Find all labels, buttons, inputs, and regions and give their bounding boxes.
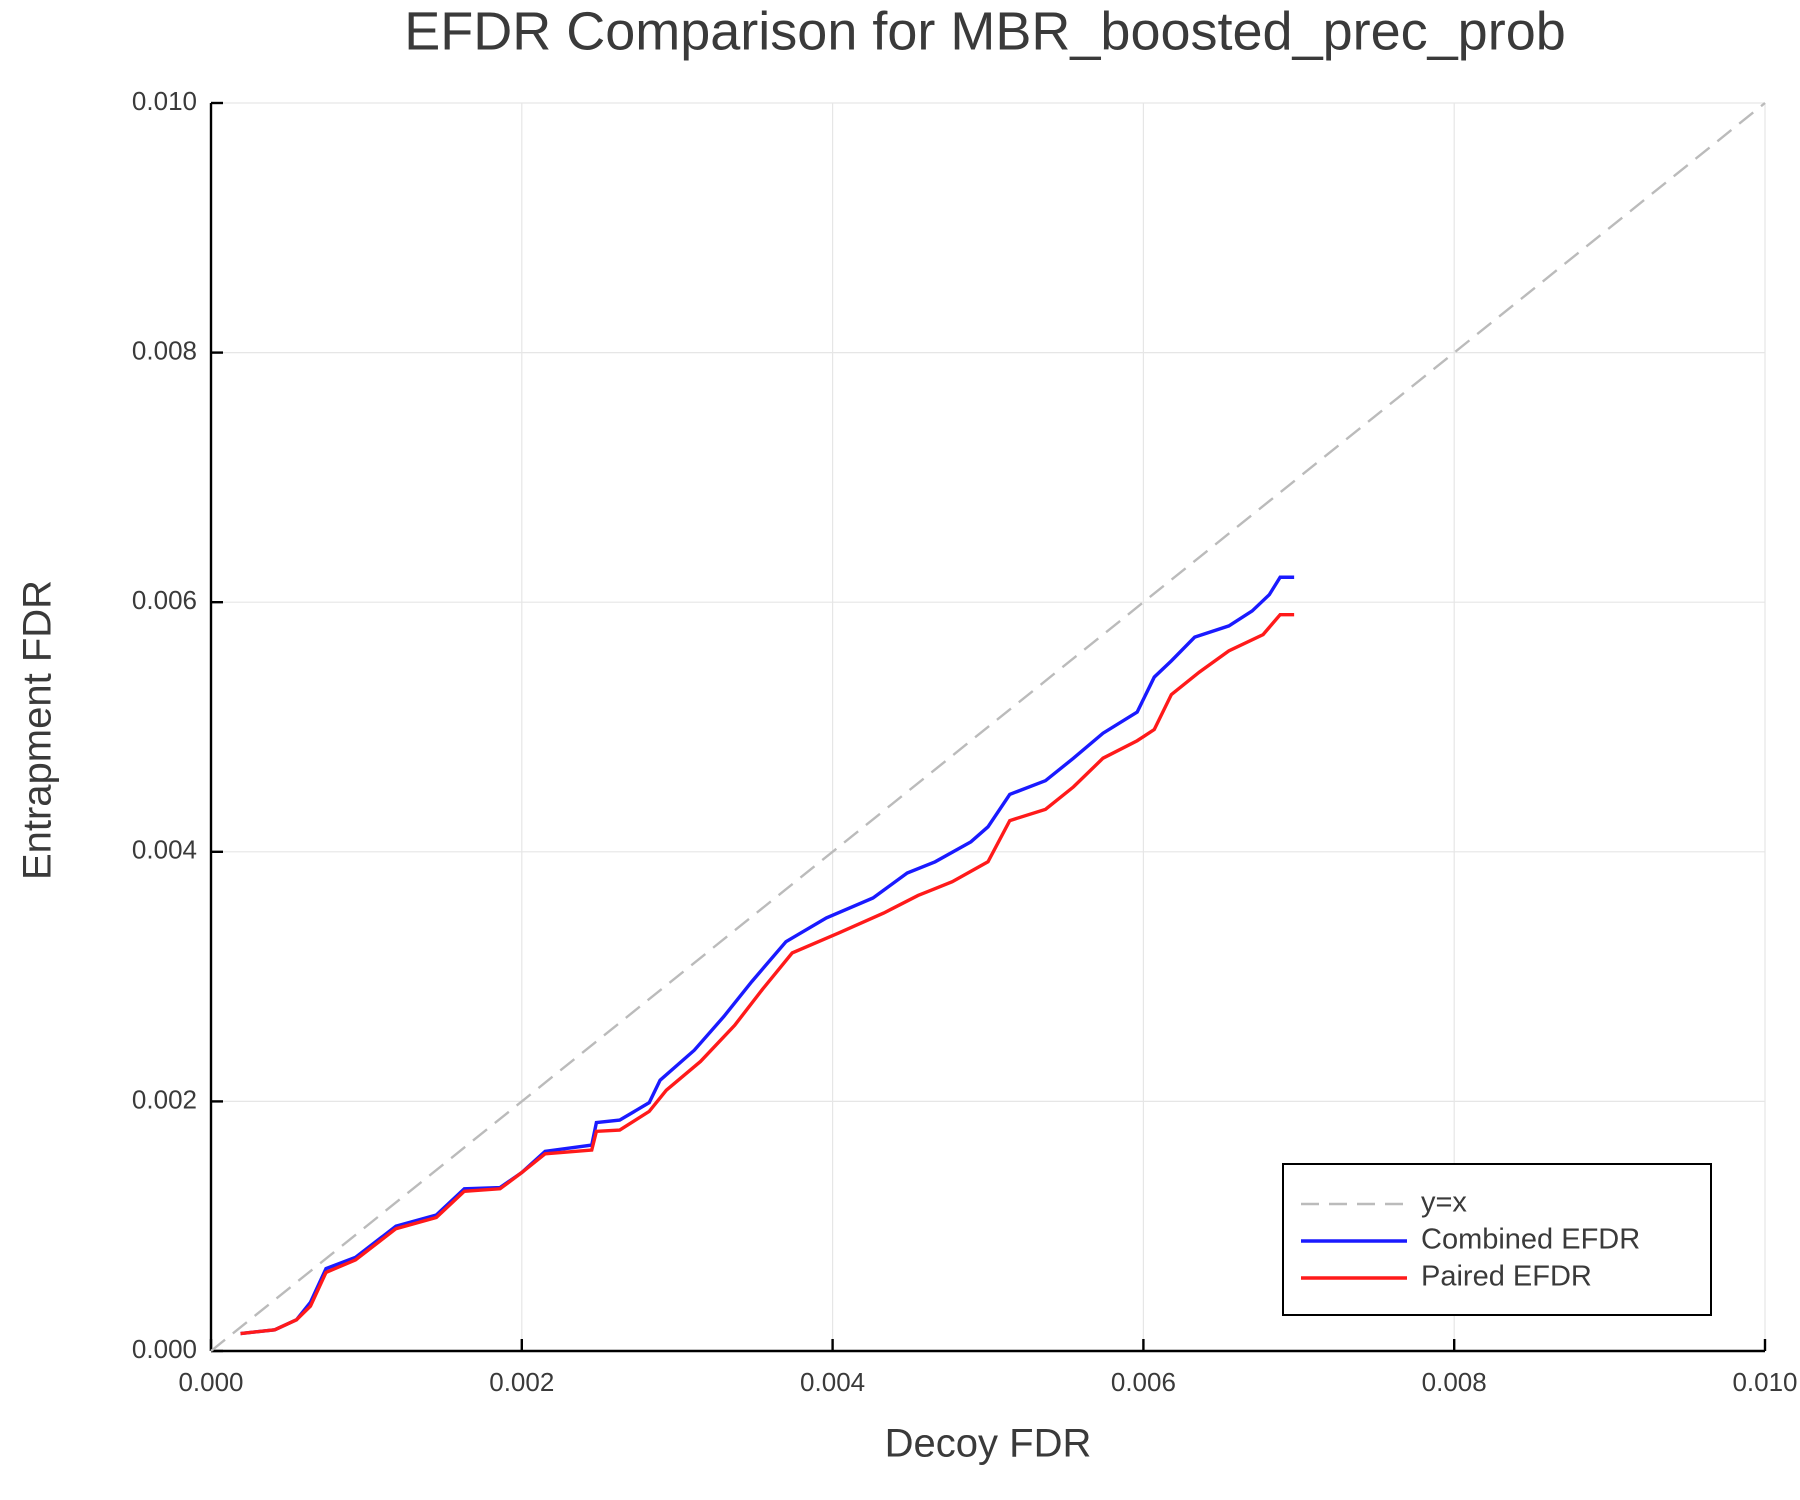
chart-title: EFDR Comparison for MBR_boosted_prec_pro… — [404, 1, 1566, 61]
legend: y=x Combined EFDR Paired EFDR — [1282, 1163, 1712, 1316]
x-tick-label: 0.006 — [1111, 1367, 1176, 1397]
y-tick-label: 0.002 — [132, 1084, 197, 1114]
x-tick-label: 0.002 — [489, 1367, 554, 1397]
y-tick-label: 0.000 — [132, 1334, 197, 1364]
legend-label: Paired EFDR — [1421, 1261, 1592, 1293]
y-tick-label: 0.010 — [132, 86, 197, 116]
data-line — [210, 102, 1766, 1352]
y-tick-label: 0.008 — [132, 335, 197, 365]
x-tick-label: 0.004 — [800, 1367, 865, 1397]
y-tick-label: 0.006 — [132, 585, 197, 615]
data-line — [240, 612, 1295, 1336]
x-tick-label: 0.000 — [178, 1367, 243, 1397]
data-line — [240, 575, 1295, 1336]
y-tick-label: 0.004 — [132, 835, 197, 865]
legend-label: Combined EFDR — [1421, 1224, 1640, 1256]
x-tick-label: 0.010 — [1732, 1367, 1797, 1397]
legend-label: y=x — [1421, 1187, 1467, 1219]
y-axis-label: Entrapment FDR — [16, 580, 60, 880]
x-tick-label: 0.008 — [1422, 1367, 1487, 1397]
x-axis-label: Decoy FDR — [885, 1422, 1092, 1466]
